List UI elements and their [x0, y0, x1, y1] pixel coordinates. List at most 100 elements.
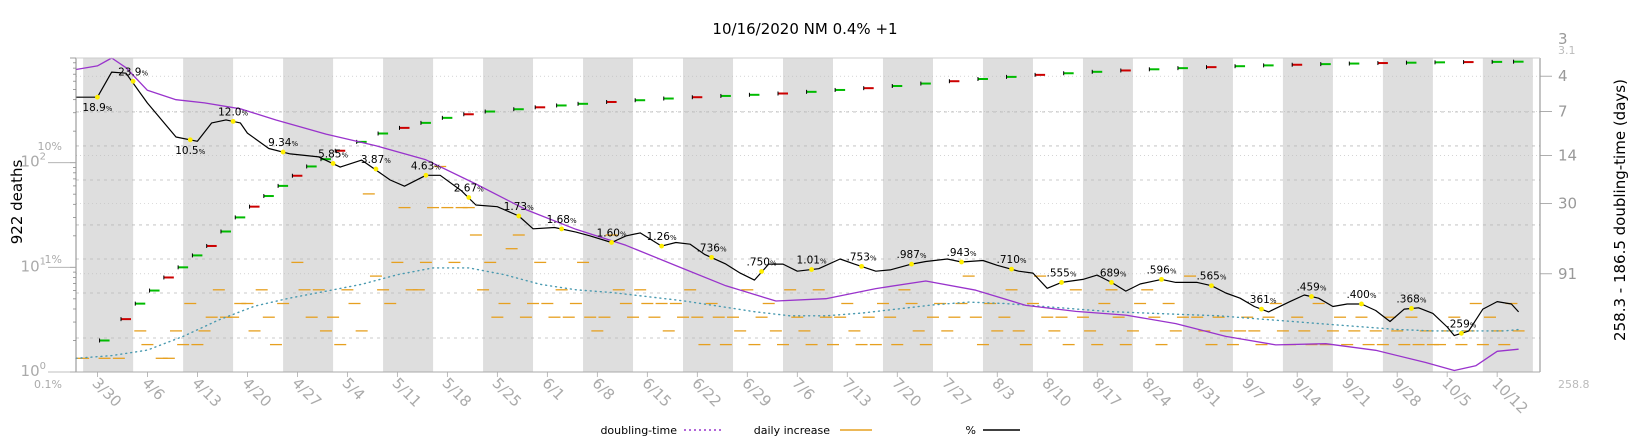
- percent-marker: [1209, 283, 1214, 289]
- percent-label: 9.34%: [268, 137, 298, 149]
- percent-labels: 18.9% 23.9% 10.5% 12.0% 9.34% 5.85% 3.87% 4.63%…: [82, 66, 1477, 336]
- week-band: [1282, 58, 1333, 372]
- left-axis-tick-exponent: 2: [40, 152, 46, 163]
- x-axis-tick-label: 7/27: [938, 374, 975, 411]
- percent-label-unit: %: [1120, 270, 1127, 278]
- percent-label-unit: %: [720, 245, 727, 253]
- y-axis-label-right: 258.3 - 186.5 doubling-time (days): [1611, 79, 1629, 341]
- x-axis-tick-label: 8/24: [1138, 374, 1175, 411]
- percent-label: .361%: [1246, 294, 1276, 306]
- percent-axis-tick-label: 0.1%: [34, 378, 62, 391]
- percent-label: 1.68%: [547, 214, 577, 226]
- percent-label-unit: %: [1020, 257, 1027, 265]
- percent-label-unit: %: [1220, 274, 1227, 282]
- legend: doubling-time daily increase %: [600, 424, 1020, 437]
- week-band: [483, 58, 534, 372]
- percent-label-unit: %: [384, 157, 391, 165]
- x-axis-tick-label: 7/20: [888, 374, 925, 411]
- percent-label: 5.85%: [318, 148, 348, 160]
- percent-label-unit: %: [434, 163, 441, 171]
- percent-marker: [559, 226, 565, 232]
- percent-line: [76, 71, 1520, 337]
- x-axis-tick-label: 5/11: [389, 374, 426, 411]
- grid-lines: [76, 75, 1540, 339]
- x-axis-tick-label: 5/25: [489, 374, 526, 411]
- percent-marker: [466, 195, 472, 200]
- x-axis-tick-label: 4/20: [239, 374, 276, 411]
- percent-label-unit: %: [820, 258, 827, 266]
- legend-label-percent: %: [966, 424, 976, 437]
- percent-label: 10.5%: [175, 145, 205, 157]
- doubling-time-line: [75, 57, 1519, 372]
- left-axis-tick-label: 101: [21, 256, 46, 275]
- week-band: [583, 58, 634, 372]
- percent-label: .753%: [847, 251, 877, 263]
- x-axis-tick-label: 3/30: [89, 374, 126, 411]
- percent-label: .459%: [1296, 282, 1326, 294]
- right-axis-tick-label: 7: [1558, 103, 1568, 121]
- percent-label: .596%: [1146, 264, 1176, 276]
- percent-marker: [330, 161, 336, 166]
- percent-marker: [187, 137, 193, 143]
- percent-marker: [1159, 276, 1164, 282]
- percent-axis-tick-label: 1%: [45, 253, 62, 266]
- daily-increase-series: [77, 165, 1525, 359]
- percent-label: .736%: [697, 242, 727, 254]
- week-band: [1182, 58, 1233, 372]
- x-axis-tick-label: 7/6: [788, 374, 818, 404]
- percent-label-unit: %: [241, 109, 248, 117]
- x-axis-tick-label: 8/31: [1188, 374, 1225, 411]
- percent-marker: [1359, 301, 1364, 307]
- percent-marker: [1309, 294, 1314, 299]
- percent-label: .368%: [1396, 293, 1426, 305]
- x-axis-tick-label: 4/13: [189, 374, 226, 411]
- right-axis-tick-label: 91: [1558, 265, 1577, 283]
- week-band: [1382, 58, 1433, 372]
- percent-label: .400%: [1346, 289, 1376, 301]
- left-axis-tick-exponent: 0: [40, 361, 46, 372]
- percent-label: .710%: [997, 254, 1027, 266]
- x-axis-tick-label: 8/10: [1038, 374, 1075, 411]
- percent-marker: [130, 78, 136, 84]
- percent-label: 2.67%: [454, 182, 484, 194]
- x-axis-tick-label: 5/4: [339, 374, 369, 404]
- percent-series: [76, 71, 1520, 337]
- x-axis-tick-label: 6/15: [638, 374, 675, 411]
- week-band: [383, 58, 434, 372]
- percent-label-unit: %: [920, 252, 927, 260]
- percent-label-unit: %: [570, 217, 577, 225]
- x-axis-tick-label: 10/5: [1438, 374, 1475, 411]
- right-axis-tick-label: 258.8: [1558, 378, 1590, 391]
- week-band: [783, 58, 833, 372]
- percent-label-unit: %: [670, 234, 677, 242]
- week-band: [683, 58, 734, 372]
- x-axis-tick-label: 6/22: [688, 374, 725, 411]
- percent-label-unit: %: [970, 250, 977, 258]
- y-axis-label-left: 922 deaths: [8, 160, 26, 245]
- percent-marker: [709, 254, 714, 260]
- right-axis-tick-label: 3: [1558, 30, 1568, 48]
- percent-label-unit: %: [1170, 267, 1177, 275]
- percent-label: .555%: [1046, 267, 1076, 279]
- percent-marker: [1109, 280, 1114, 285]
- percent-label-unit: %: [1070, 270, 1077, 278]
- doubling-time-series: [75, 57, 1519, 372]
- percent-label: 23.9%: [118, 66, 148, 78]
- weekend-bands: [83, 58, 1533, 372]
- x-axis-tick-label: 9/28: [1388, 374, 1425, 411]
- x-axis-tick-label: 8/17: [1088, 374, 1125, 411]
- percent-marker: [609, 240, 615, 245]
- week-band: [283, 58, 334, 372]
- percent-label-unit: %: [527, 204, 534, 212]
- right-axis-tick-label: 3.1: [1558, 44, 1576, 57]
- x-axis-tick-label: 6/1: [539, 374, 569, 404]
- right-axis-tick-label: 4: [1558, 67, 1568, 85]
- x-axis-tick-label: 8/3: [988, 374, 1018, 404]
- week-band: [183, 58, 234, 372]
- percent-label-unit: %: [141, 69, 148, 77]
- percent-label: 1.60%: [597, 227, 627, 239]
- percent-marker: [373, 166, 379, 172]
- percent-marker: [516, 213, 522, 219]
- percent-marker: [859, 263, 864, 269]
